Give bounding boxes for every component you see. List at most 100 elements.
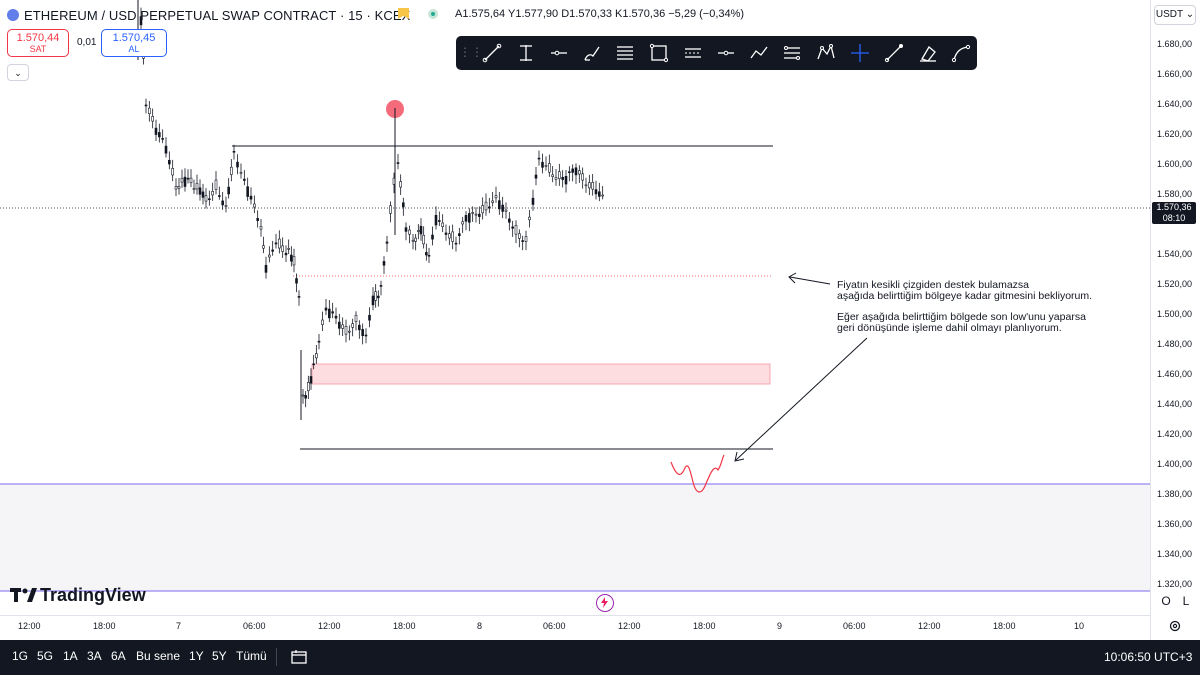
range-all-button[interactable]: Tümü [236, 649, 267, 663]
price-label: 1.380,00 [1157, 489, 1193, 499]
time-label: 12:00 [618, 621, 641, 631]
collapse-chevron-icon[interactable]: ⌄ [7, 64, 29, 81]
candle-body [396, 162, 400, 164]
candle-body [514, 224, 518, 235]
time-label: 18:00 [93, 621, 116, 631]
candle-body [195, 182, 199, 190]
price-axis[interactable] [1150, 0, 1200, 640]
candle-body [334, 315, 338, 319]
range-3m-button[interactable]: 3A [87, 649, 102, 663]
horizontal-line-icon[interactable] [548, 42, 570, 64]
candle-body [315, 353, 318, 359]
eraser-icon[interactable] [917, 42, 939, 64]
range-ytd-button[interactable]: Bu sene [136, 649, 181, 663]
clock[interactable]: 10:06:50 UTC+3 [1104, 650, 1193, 664]
candle-body [551, 174, 554, 177]
spread-value: 0,01 [77, 37, 97, 48]
time-axis[interactable] [0, 615, 1150, 641]
ruler-icon[interactable] [883, 42, 905, 64]
candle-body [189, 177, 193, 184]
lightning-icon[interactable] [596, 594, 614, 612]
path-icon[interactable] [748, 42, 770, 64]
candle-body [368, 314, 371, 321]
trend-line-icon[interactable] [481, 42, 503, 64]
candle-body [501, 204, 504, 212]
candle-body [427, 254, 431, 257]
candle-body [528, 216, 531, 221]
tradingview-brand: TradingView [40, 585, 146, 605]
candle-body [484, 201, 488, 211]
candle-body [561, 176, 564, 180]
candle-body [151, 116, 154, 122]
range-1d-button[interactable]: 1G [12, 649, 29, 663]
pitchfork-icon[interactable] [781, 42, 803, 64]
range-5y-button[interactable]: 5Y [212, 649, 227, 663]
xabcd-pattern-icon[interactable] [815, 42, 837, 64]
divider [276, 648, 277, 666]
vertical-line-icon[interactable] [515, 42, 537, 64]
candle-body [431, 234, 434, 240]
price-label: 1.360,00 [1157, 519, 1193, 529]
candle-body [186, 177, 190, 180]
sell-button[interactable]: 1.570,44 SAT [7, 29, 69, 57]
candle-body [158, 132, 161, 138]
candle-body [422, 234, 425, 245]
crosshair-icon[interactable] [849, 42, 871, 64]
log-scale-button[interactable]: O [1161, 594, 1171, 608]
settings-gear-icon[interactable] [1168, 619, 1182, 633]
target-zone [311, 363, 771, 385]
candle-body [364, 334, 368, 337]
price-label: 1.480,00 [1157, 339, 1193, 349]
scale-lock-button[interactable]: L [1182, 594, 1190, 608]
time-label: 18:00 [993, 621, 1016, 631]
candle-body [168, 159, 171, 165]
candle-body [534, 174, 538, 179]
calendar-icon[interactable] [290, 649, 308, 665]
candle-body [361, 329, 364, 337]
range-1m-button[interactable]: 1A [63, 649, 78, 663]
range-6m-button[interactable]: 6A [111, 649, 126, 663]
candle-body [385, 241, 389, 244]
price-label: 1.580,00 [1157, 189, 1193, 199]
horizontal-ray-icon[interactable] [715, 42, 737, 64]
candle-body [524, 236, 528, 242]
buy-button[interactable]: 1.570,45 AL [101, 29, 167, 57]
candle-body [236, 161, 239, 168]
range-1y-button[interactable]: 1Y [189, 649, 204, 663]
candle-body [307, 382, 310, 392]
drawing-toolbar: ⋮⋮ [456, 36, 977, 70]
sell-price: 1.570,44 [16, 32, 60, 44]
brush-icon[interactable] [581, 42, 603, 64]
rectangle-icon[interactable] [648, 42, 670, 64]
drag-handle-icon[interactable]: ⋮⋮ [459, 45, 483, 59]
range-5d-button[interactable]: 5G [37, 649, 54, 663]
time-label: 9 [777, 621, 783, 631]
candle-body [564, 176, 568, 185]
candle-body [448, 233, 451, 239]
parallel-channel-icon[interactable] [682, 42, 704, 64]
candle-body [588, 182, 591, 189]
red-scribble [670, 454, 725, 493]
candle-body [301, 394, 305, 397]
bottom-toolbar: 1G 5G 1A 3A 6A Bu sene 1Y 5Y Tümü 10:06:… [0, 640, 1200, 675]
curve-icon[interactable] [950, 42, 972, 64]
candle-body [171, 168, 174, 176]
currency-selector[interactable]: USDT ⌄ [1154, 5, 1196, 25]
candle-body [511, 226, 514, 229]
price-label: 1.540,00 [1157, 249, 1193, 259]
fib-retracement-icon[interactable] [614, 42, 636, 64]
bookmark-icon[interactable] [398, 8, 409, 19]
price-label: 1.600,00 [1157, 159, 1193, 169]
candle-body [284, 252, 288, 256]
candle-body [198, 187, 202, 195]
candle-body [488, 206, 491, 209]
candle-body [441, 222, 444, 228]
candle-body [232, 150, 236, 153]
chart-canvas[interactable] [0, 0, 1150, 615]
candle-body [438, 220, 441, 222]
tradingview-logo-icon [10, 588, 37, 603]
symbol-title[interactable]: ETHEREUM / USD PERPETUAL SWAP CONTRACT ·… [24, 8, 411, 23]
candle-body [498, 200, 501, 210]
candle-body [344, 326, 348, 335]
